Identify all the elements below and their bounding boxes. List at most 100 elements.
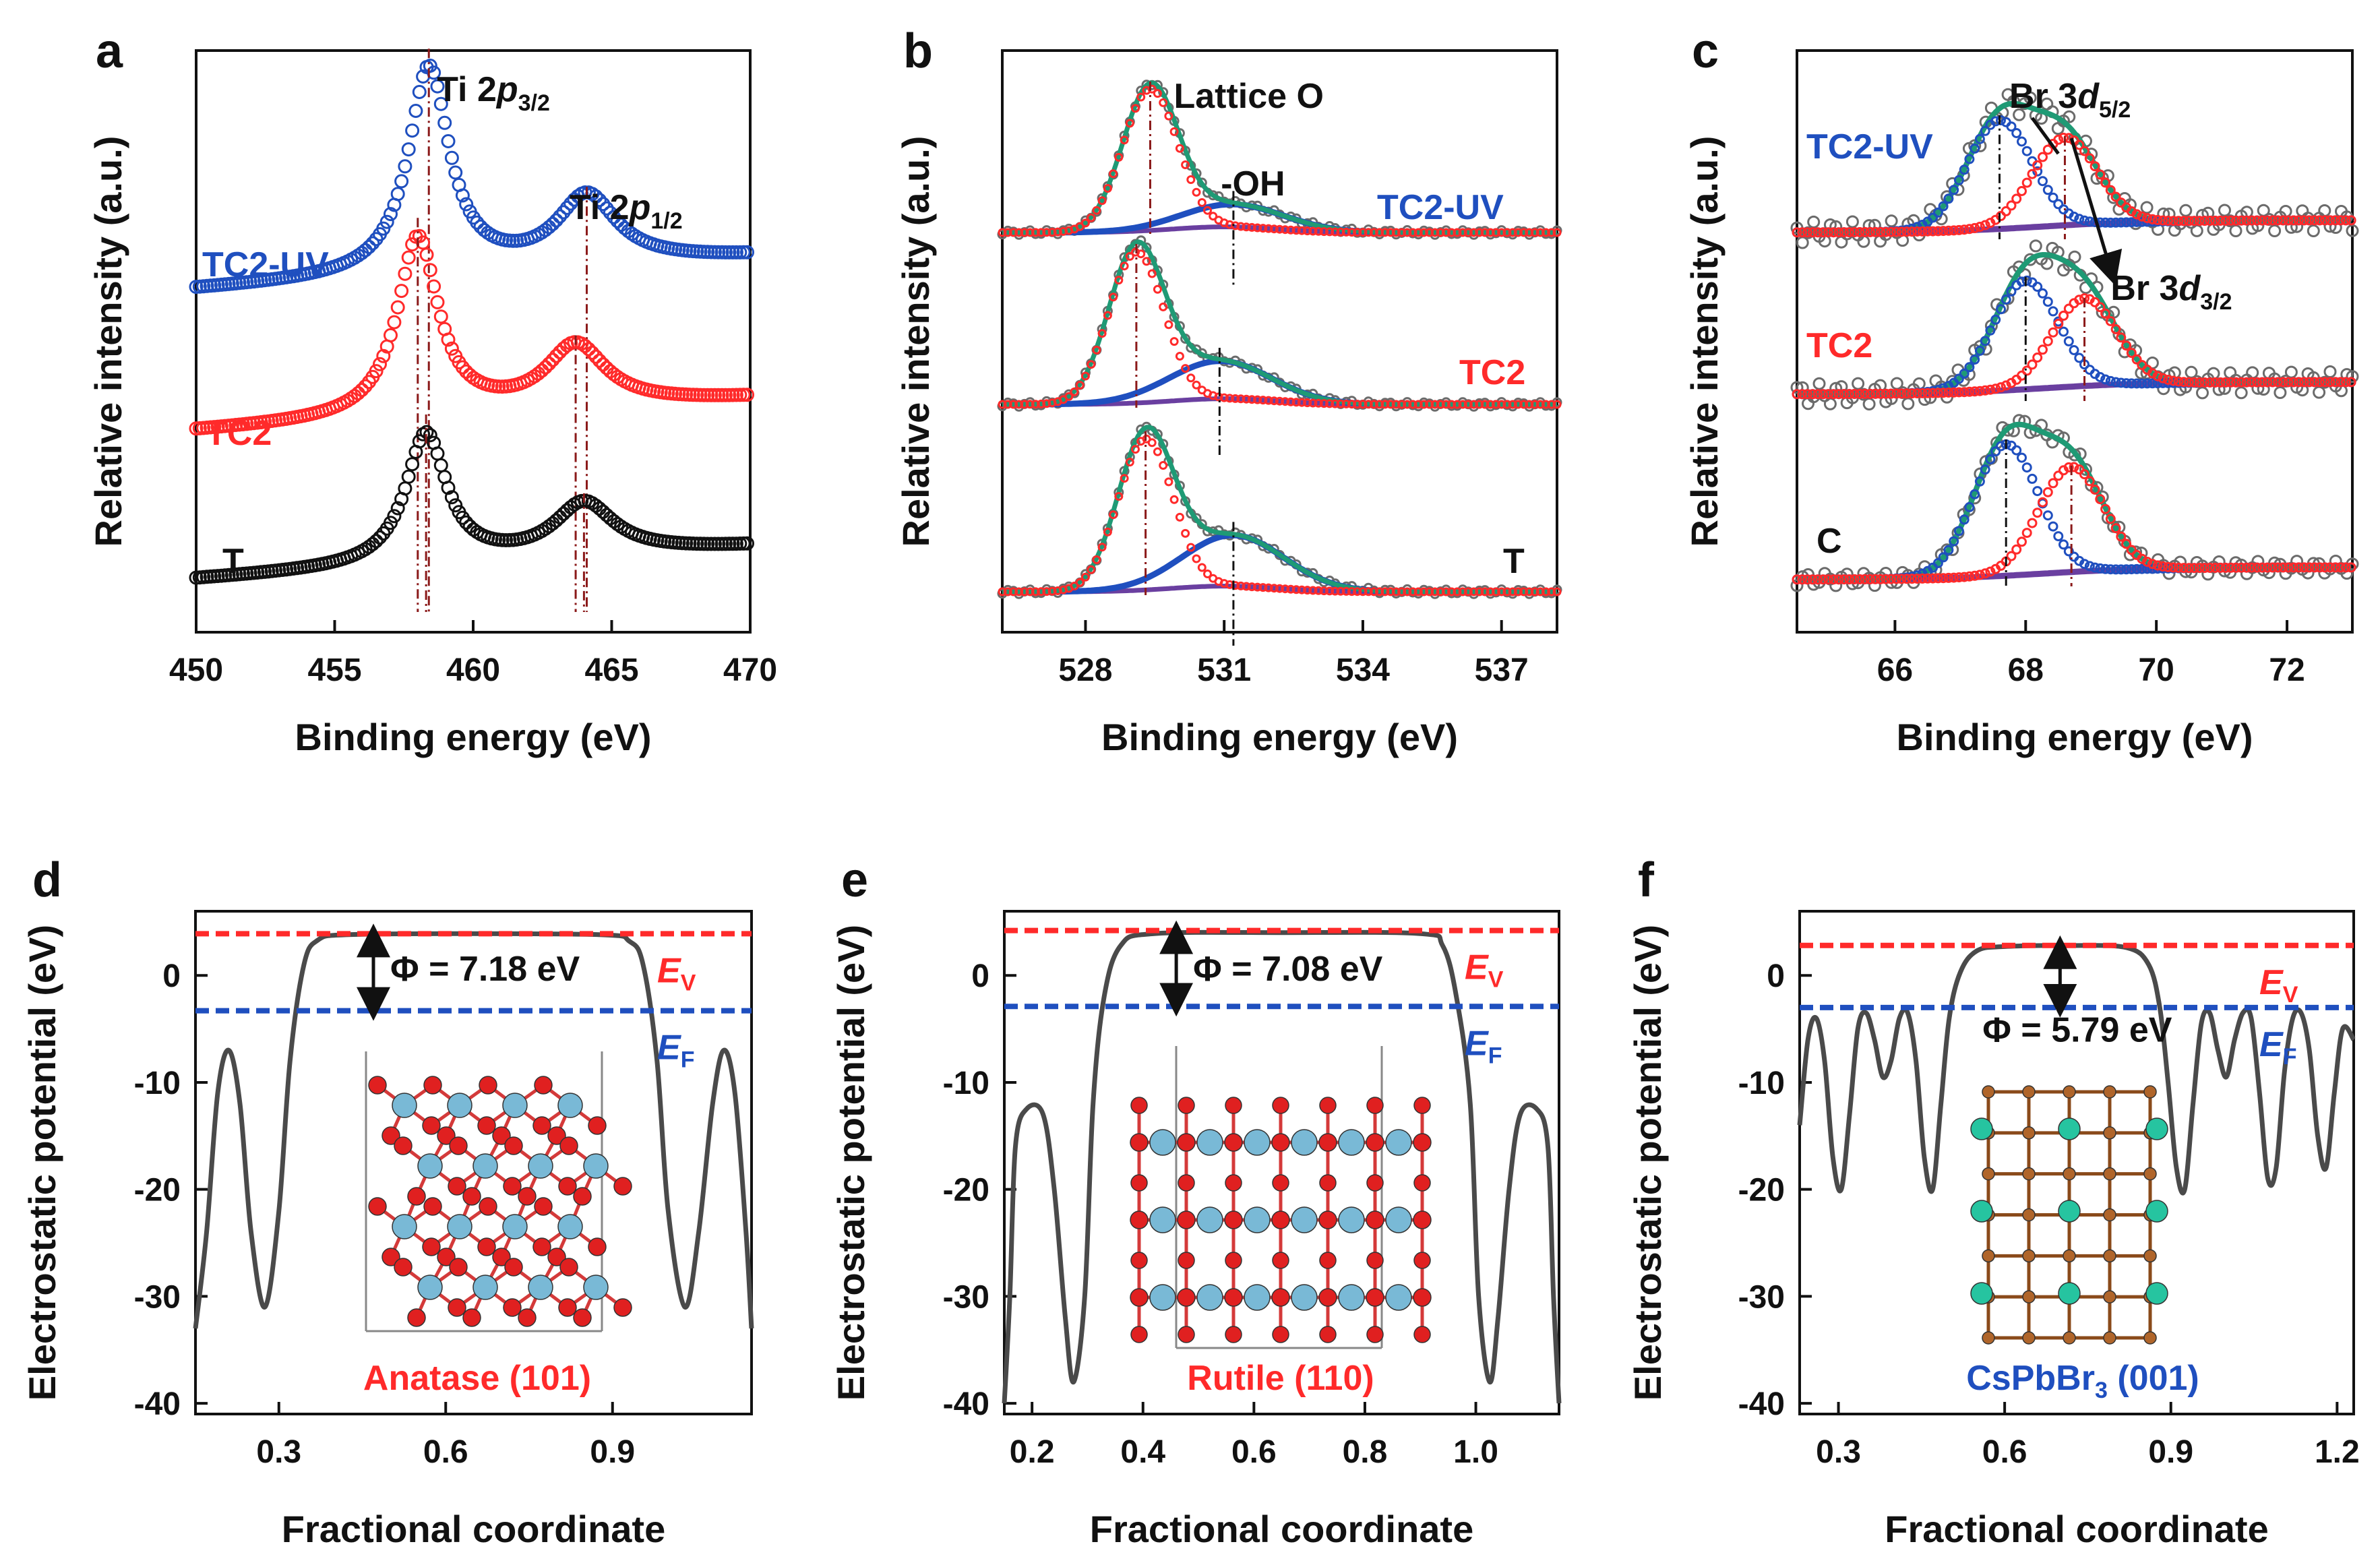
lattice-o-fit xyxy=(1281,397,1290,406)
o-atom xyxy=(1272,1097,1289,1114)
o-atom xyxy=(1319,1326,1337,1343)
y-tick-label: -30 xyxy=(1738,1279,1785,1315)
br-3d32-fit xyxy=(2142,213,2153,224)
lattice-o-fit xyxy=(1236,581,1246,590)
br-3d52-fit xyxy=(2001,295,2011,305)
br-3d32-fit xyxy=(2220,377,2231,388)
br-3d32-fit xyxy=(2340,377,2351,388)
br-3d52-fit xyxy=(2058,326,2069,337)
br-3d32-fit xyxy=(2194,563,2205,574)
ti-atom xyxy=(502,1214,528,1239)
br-atom xyxy=(2022,1126,2036,1140)
panel-letter: d xyxy=(32,853,62,907)
lattice-o-fit xyxy=(1375,400,1384,409)
br-3d32-fit xyxy=(2340,215,2351,226)
data-points-TC2-UV xyxy=(588,189,603,204)
lattice-o-fit xyxy=(1425,400,1434,409)
data-points-TC2 xyxy=(376,348,391,363)
br-3d32-fit xyxy=(1886,574,1897,584)
lattice-o-fit xyxy=(1037,228,1046,237)
br-3d52-fit xyxy=(1959,514,1970,525)
br-3d32-fit xyxy=(1964,386,1975,397)
br-3d32-fit xyxy=(2027,168,2038,179)
br-3d52-fit xyxy=(1949,536,1959,547)
lattice-o-fit xyxy=(1369,400,1378,409)
o-atom xyxy=(613,1298,632,1317)
o-atom xyxy=(1413,1174,1431,1192)
br-3d52-fit xyxy=(1996,441,2006,452)
br-3d32-fit xyxy=(2278,377,2288,388)
br-3d32-fit xyxy=(2184,377,2195,388)
br-3d52-fit xyxy=(2027,473,2038,484)
lattice-o-fit xyxy=(1347,400,1356,409)
series-label-TC2-UV: TC2-UV xyxy=(202,245,329,284)
br-atom xyxy=(2022,1290,2036,1303)
br-3d32-fit xyxy=(1881,388,1891,399)
ti-atom xyxy=(447,1214,472,1239)
lattice-o-fit xyxy=(1080,371,1090,381)
br-3d32-fit xyxy=(1839,574,1850,585)
br-3d32-fit xyxy=(2116,531,2127,542)
data-points-TC2 xyxy=(444,341,459,356)
data-points-T xyxy=(466,522,481,537)
br-3d32-fit xyxy=(2017,186,2027,196)
data-points-TC2 xyxy=(1862,398,1876,410)
br-3d32-fit xyxy=(1922,573,1933,584)
br-3d32-fit xyxy=(2027,359,2038,370)
br-atom xyxy=(2022,1249,2036,1263)
data-points-TC2-UV xyxy=(610,214,625,228)
structure-label: CsPbBr3 (001) xyxy=(1966,1359,2199,1403)
lattice-o-fit xyxy=(1175,352,1184,361)
data-points-TC2-UV xyxy=(599,201,614,216)
data-points-TC2 xyxy=(433,309,448,324)
data-points-T xyxy=(459,515,474,530)
panel-letter: e xyxy=(841,853,868,907)
lattice-o-fit xyxy=(1059,226,1068,236)
data-points-TC2-UV xyxy=(365,236,380,251)
br-3d32-fit xyxy=(2152,214,2163,225)
br-3d32-fit xyxy=(1812,389,1823,400)
lattice-o-fit xyxy=(1413,400,1423,409)
br-3d32-fit xyxy=(1943,225,1954,236)
y-axis-title: Relative intensity (a.u.) xyxy=(87,136,129,547)
br-3d32-fit xyxy=(2220,562,2231,573)
lattice-o-fit xyxy=(1441,587,1451,596)
data-points-TC2 xyxy=(427,279,441,294)
cs-atom xyxy=(2058,1117,2081,1140)
lattice-o-fit xyxy=(1181,160,1190,169)
panel-e: 0.2 0.4 0.6 0.8 1.0 0 -10 -20 -30 -40 Fractional c… xyxy=(830,853,1562,1550)
data-points-TC2 xyxy=(740,388,754,402)
x-tick-label: 72 xyxy=(2269,652,2305,688)
br-3d32-fit xyxy=(1943,388,1954,398)
data-points-TC2 xyxy=(1852,377,1865,390)
ti-atom xyxy=(392,1214,417,1239)
br-3d32-fit xyxy=(2084,476,2095,487)
peak-label: Lattice O xyxy=(1173,77,1324,116)
br-3d32-fit xyxy=(1849,227,1860,237)
lattice-o-fit xyxy=(1364,587,1373,596)
br-3d32-fit xyxy=(2079,469,2089,480)
x-axis-title: Binding energy (eV) xyxy=(295,716,652,758)
label-base: Ti 2 xyxy=(437,70,497,109)
data-points-TC2-UV xyxy=(2218,204,2231,217)
br-3d52-fit xyxy=(2042,297,2053,307)
arrow xyxy=(2030,117,2060,155)
br-3d32-fit xyxy=(2283,215,2294,226)
o-atom xyxy=(1318,1288,1337,1307)
y-tick-label: -30 xyxy=(943,1279,989,1315)
br-3d32-fit xyxy=(1839,227,1850,238)
lattice-o-fit xyxy=(1286,584,1295,594)
ef-subscript: F xyxy=(2283,1044,2297,1070)
br-3d32-fit xyxy=(2163,375,2174,385)
data-points-TC2-UV xyxy=(545,216,560,231)
br-3d32-fit xyxy=(1974,222,1985,232)
br-3d52-fit xyxy=(2131,563,2142,574)
br-3d52-fit xyxy=(2137,378,2147,389)
br-3d32-fit xyxy=(2236,377,2247,388)
br-3d52-fit xyxy=(2021,275,2032,286)
lattice-o-fit xyxy=(1353,400,1362,409)
data-points-TC2 xyxy=(384,328,398,342)
br-3d32-fit xyxy=(1839,389,1850,400)
data-points-TC2-UV xyxy=(2023,91,2037,104)
br-3d32-fit xyxy=(2184,563,2195,574)
